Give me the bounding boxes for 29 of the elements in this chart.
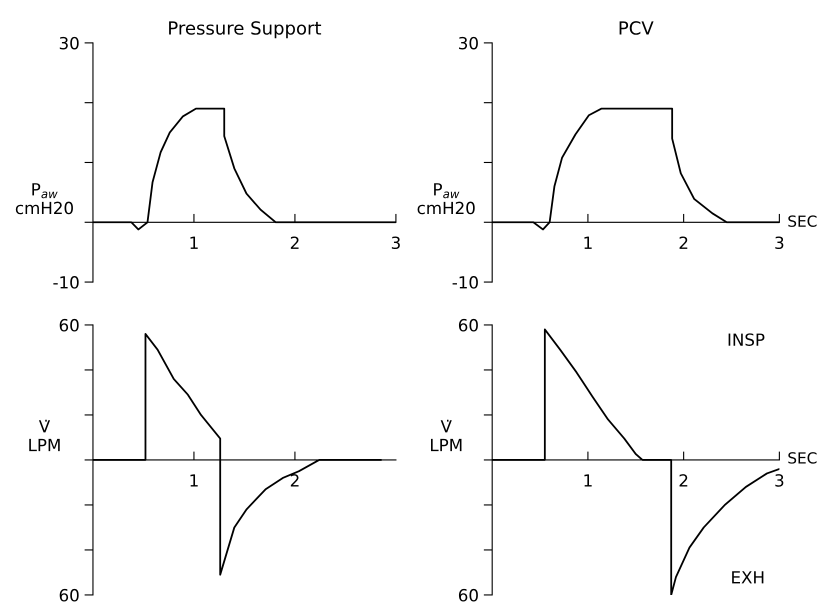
y-tick-label: 30 (459, 36, 478, 50)
x-tick-label: 2 (290, 236, 299, 249)
y-tick-label: 30 (60, 36, 79, 50)
chart-title: PCV (620, 21, 654, 35)
x-tick-label: 3 (775, 474, 784, 487)
x-tick-label: 1 (190, 236, 198, 249)
x-tick-label: 2 (290, 474, 299, 486)
y-axis-title: V̇ LPM (29, 420, 60, 452)
chart-title: Pressure Support (169, 21, 322, 38)
x-tick-label: 2 (680, 474, 688, 486)
x-tick-label: 1 (584, 236, 592, 249)
y-tick-label: 60 (458, 588, 478, 602)
y-tick-label: 60 (458, 318, 478, 332)
y-axis-title: P$_{aw}$ cmH20 (16, 183, 73, 214)
x-axis-title: SEC (788, 452, 817, 464)
x-tick-label: 2 (680, 236, 688, 249)
y-tick-label: 60 (60, 588, 79, 602)
annotation: INSP (728, 333, 764, 346)
x-tick-label: 1 (190, 474, 198, 486)
y-axis-title: V̇ LPM (431, 420, 462, 452)
y-tick-label: -10 (53, 276, 79, 289)
x-tick-label: 1 (584, 474, 592, 486)
x-tick-label: 3 (392, 236, 400, 250)
x-axis-title: SEC (788, 215, 817, 227)
annotation: EXH (732, 571, 764, 584)
y-axis-title: P$_{aw}$ cmH20 (418, 183, 475, 214)
y-tick-label: -10 (452, 276, 478, 289)
x-tick-label: 3 (775, 236, 784, 250)
y-tick-label: 60 (60, 318, 79, 332)
